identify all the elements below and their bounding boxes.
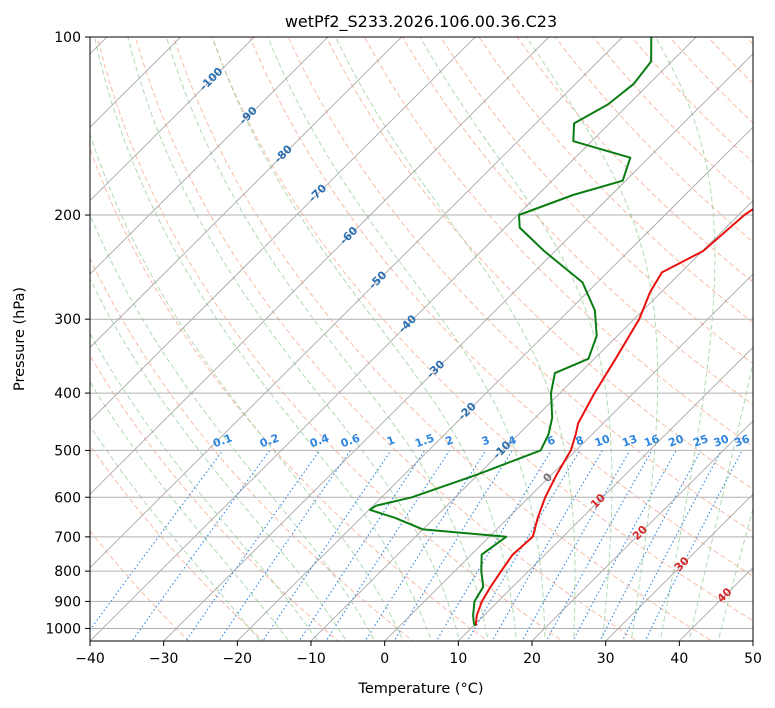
- dewpoint-line: [368, 37, 653, 627]
- dry-adiabat: [90, 354, 339, 641]
- plot-frame: [89, 36, 754, 642]
- dry-adiabat: [325, 37, 753, 490]
- x-tick-label: −10: [296, 651, 326, 667]
- y-tick-label: 800: [54, 564, 81, 580]
- isotherm-line: [384, 273, 753, 641]
- x-tick-label: −30: [149, 651, 179, 667]
- mixing-ratio-label: 6: [545, 433, 557, 448]
- y-tick-label: 200: [54, 208, 81, 224]
- dry-adiabat: [478, 37, 753, 324]
- x-tick-label: 30: [597, 651, 615, 667]
- chart-title: wetPf2_S233.2026.106.00.36.C23: [285, 12, 557, 32]
- mixing-ratio-label: 0.6: [339, 431, 362, 450]
- isotherm-line: [90, 37, 255, 202]
- moist-adiabat: [90, 332, 319, 641]
- mixing-ratio-label: 10: [593, 432, 612, 450]
- dry-adiabat: [90, 444, 265, 641]
- dry-adiabat: [249, 37, 753, 577]
- isotherm-line: [531, 420, 753, 641]
- mixing-ratio-label: 13: [620, 432, 639, 449]
- x-axis-ticks: −40 −30 −20 −10 0 10 20 30 40 50: [75, 641, 762, 667]
- isotherm-line: [90, 37, 403, 349]
- dry-adiabat: [134, 37, 638, 641]
- y-tick-label: 400: [54, 386, 81, 402]
- mixing-ratio-label: 4: [506, 433, 518, 448]
- mixing-ratio-label: 25: [691, 432, 710, 449]
- isotherm-line: [605, 493, 753, 641]
- mixing-ratio-label: 16: [642, 432, 661, 450]
- dry-adiabat: [90, 257, 414, 641]
- mixing-ratio-label: 0.1: [211, 431, 234, 450]
- y-tick-label: 600: [54, 490, 81, 506]
- y-tick-label: 1000: [45, 621, 81, 637]
- moist-adiabat: [654, 37, 716, 641]
- y-tick-label: 700: [54, 530, 81, 546]
- y-axis-label: Pressure (hPa): [12, 287, 28, 391]
- x-tick-label: −40: [75, 651, 105, 667]
- y-tick-label: 900: [54, 594, 81, 610]
- dry-adiabat: [90, 530, 190, 641]
- isotherm-line: [310, 200, 753, 641]
- dry-adiabat: [287, 37, 753, 533]
- x-axis-label: Temperature (°C): [357, 681, 483, 697]
- isotherm-line: [90, 37, 624, 569]
- dry-adiabat: [90, 147, 489, 641]
- mixing-ratio-label: 1.5: [413, 431, 436, 450]
- x-tick-label: 50: [744, 651, 762, 667]
- mixing-ratio-label: 36: [733, 432, 752, 450]
- temperature-line: [474, 207, 753, 627]
- dry-adiabat: [440, 37, 753, 365]
- dry-adiabat: [363, 37, 753, 448]
- mixing-ratio-label: 20: [667, 432, 686, 450]
- moist-adiabat: [212, 37, 518, 641]
- mixing-ratio-label: 8: [574, 434, 586, 449]
- isotherm-line: [90, 37, 697, 641]
- isotherm-line: [90, 37, 550, 495]
- x-tick-label: 20: [523, 651, 541, 667]
- x-tick-label: 0: [380, 651, 389, 667]
- isotherm-line: [163, 53, 753, 641]
- y-tick-label: 300: [54, 312, 81, 328]
- y-tick-label: 500: [54, 443, 81, 459]
- moist-adiabat: [90, 213, 376, 641]
- mixing-ratio-label: 0.4: [308, 431, 331, 450]
- isotherm-line: [90, 37, 476, 422]
- x-tick-label: −20: [223, 651, 253, 667]
- moist-adiabat: [688, 360, 753, 641]
- dry-adiabat: [211, 37, 753, 622]
- y-tick-label: 100: [54, 30, 81, 46]
- mixing-ratio-label: 0.2: [258, 431, 281, 450]
- isotherm-line: [457, 346, 753, 641]
- dry-adiabat: [516, 37, 753, 283]
- isotherm-line: [90, 37, 329, 275]
- dry-adiabat: [173, 37, 713, 641]
- dry-adiabat: [96, 37, 564, 641]
- mixing-ratio-label: 30: [712, 432, 731, 450]
- x-tick-label: 10: [449, 651, 467, 667]
- mixing-ratio-label: 3: [480, 434, 492, 449]
- y-axis-ticks: 1000 900 800 700 600 500 400 300 200 100: [45, 30, 90, 637]
- x-tick-label: 40: [670, 651, 688, 667]
- isotherm-line: [90, 37, 182, 128]
- profiles: [368, 37, 753, 627]
- mixing-ratio-label: 1: [385, 434, 397, 449]
- isotherm-line: [236, 126, 753, 641]
- moist-adiabat: [717, 506, 753, 641]
- mixing-ratio-label: 2: [444, 434, 456, 449]
